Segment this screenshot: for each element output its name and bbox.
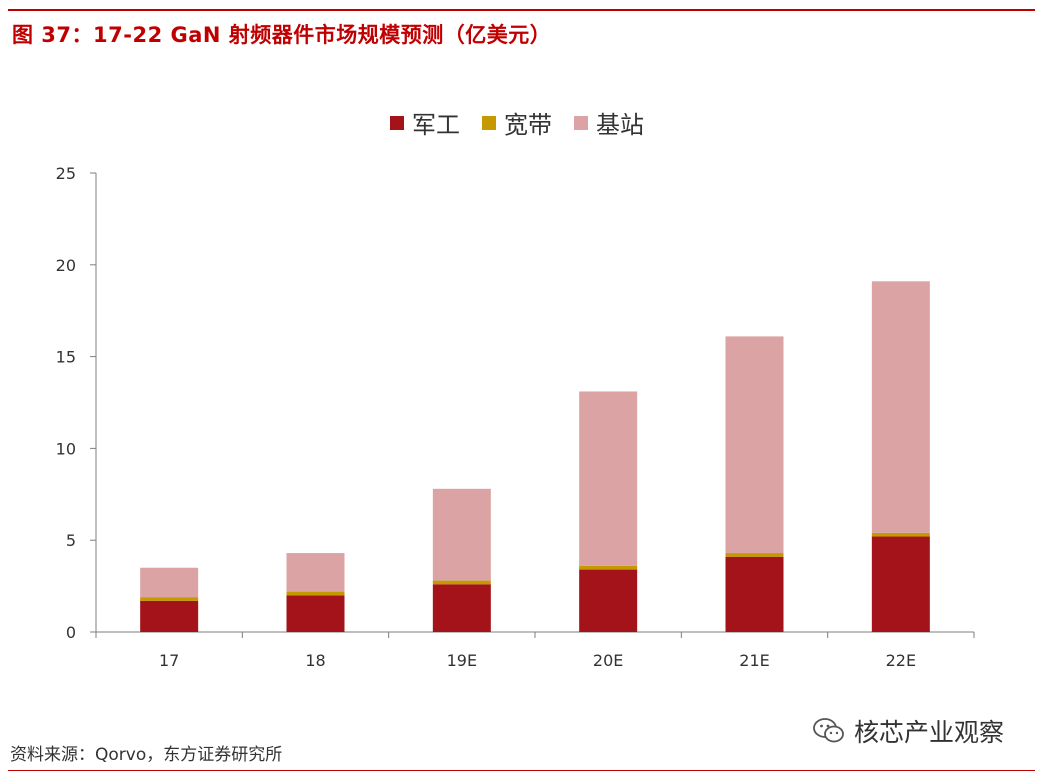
y-tick-label: 15	[56, 348, 76, 367]
legend-label-kuandai: 宽带	[504, 111, 552, 139]
bar-segment-jizhan	[432, 488, 491, 581]
legend-label-junggong: 军工	[412, 111, 460, 139]
stacked-bar-chart: 0 5 10 15 20 25 17 18 19E 20E 21E 22E	[56, 164, 975, 670]
legend-swatch-jizhan	[574, 115, 588, 130]
x-tick-label: 18	[305, 651, 325, 670]
legend-item-kuandai: 宽带	[482, 105, 552, 140]
legend-swatch-junggong	[390, 115, 404, 130]
bar-segment-junggong	[432, 584, 491, 632]
y-tick-label: 0	[66, 623, 76, 642]
source-note: 资料来源：Qorvo，东方证券研究所	[10, 745, 283, 765]
y-tick-label: 10	[56, 439, 76, 458]
x-tick-label: 20E	[593, 651, 623, 670]
bar-segment-kuandai	[286, 591, 345, 596]
bar-segment-jizhan	[140, 567, 199, 598]
watermark-text: 核芯产业观察	[854, 718, 1005, 747]
bar-segment-jizhan	[725, 336, 784, 554]
top-rule	[8, 9, 1035, 11]
bar-segment-kuandai	[725, 553, 784, 557]
y-tick-label: 5	[66, 531, 76, 550]
y-tick-label: 20	[56, 256, 76, 275]
bar-segment-kuandai	[432, 580, 491, 585]
legend: 军工 宽带 基站	[390, 105, 644, 140]
legend-item-jizhan: 基站	[574, 105, 644, 140]
bar-segment-junggong	[871, 536, 930, 632]
bar-segment-jizhan	[871, 281, 930, 533]
bar-segment-junggong	[725, 556, 784, 632]
x-tick-label: 19E	[447, 651, 477, 670]
bar-segment-kuandai	[579, 565, 638, 570]
x-tick-label: 21E	[739, 651, 769, 670]
bar-segment-kuandai	[871, 532, 930, 537]
bar-segment-jizhan	[286, 553, 345, 592]
watermark: 核芯产业观察	[812, 713, 1004, 749]
legend-label-jizhan: 基站	[596, 111, 644, 139]
figure-title: 图 37：17-22 GaN 射频器件市场规模预测（亿美元）	[12, 23, 552, 47]
wechat-icon	[813, 718, 844, 743]
bar-segment-jizhan	[579, 391, 638, 566]
y-tick-label: 25	[56, 164, 76, 183]
legend-swatch-kuandai	[482, 115, 496, 130]
bar-segment-junggong	[286, 595, 345, 632]
legend-item-junggong: 军工	[390, 105, 460, 140]
bar-segment-kuandai	[140, 597, 199, 601]
bar-segment-junggong	[579, 569, 638, 632]
bottom-rule	[8, 770, 1035, 771]
x-tick-label: 17	[159, 651, 179, 670]
bar-segment-junggong	[140, 600, 199, 632]
x-tick-label: 22E	[886, 651, 916, 670]
